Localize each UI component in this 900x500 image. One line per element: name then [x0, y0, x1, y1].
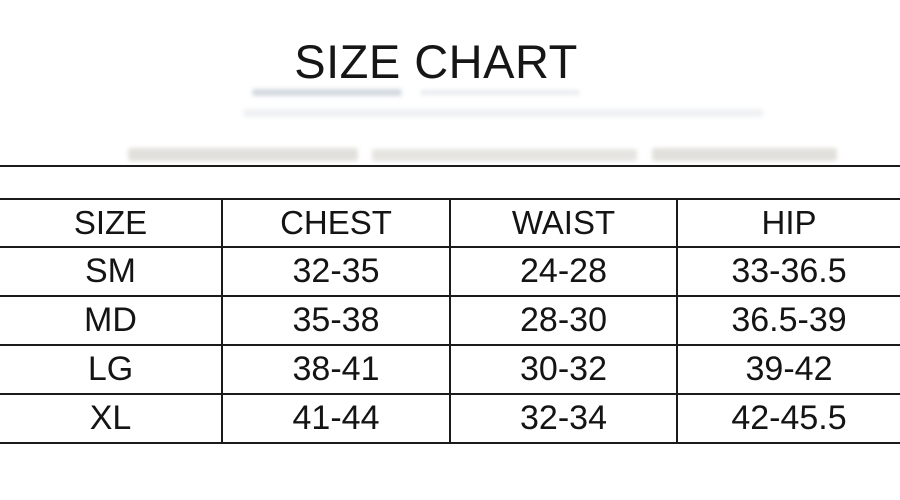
column-header-size: SIZE: [0, 199, 222, 248]
cell-chest-value: 35-38: [221, 296, 450, 346]
column-header-chest: CHEST: [221, 199, 450, 248]
cell-chest-value: 38-41: [221, 345, 450, 395]
table-row-sm: SM 32-35 24-28 33-36.5: [0, 247, 900, 297]
cell-waist-value: 24-28: [449, 247, 677, 297]
cell-chest-value: 32-35: [221, 247, 450, 297]
cell-hip-value: 39-42: [676, 345, 900, 395]
cell-hip-value: 42-45.5: [676, 394, 900, 444]
cell-waist-value: 32-34: [449, 394, 677, 444]
cell-hip-value: 33-36.5: [676, 247, 900, 297]
faded-text-artifact: [372, 149, 637, 161]
faded-text-artifact: [652, 148, 837, 161]
size-chart-table: SIZE CHEST WAIST HIP SM 32-35 24-28 33-3…: [0, 198, 900, 444]
cell-size-label: MD: [0, 296, 222, 346]
cell-waist-value: 28-30: [449, 296, 677, 346]
column-header-hip: HIP: [676, 199, 900, 248]
table-row-md: MD 35-38 28-30 36.5-39: [0, 296, 900, 346]
table-row-lg: LG 38-41 30-32 39-42: [0, 345, 900, 395]
page-title: SIZE CHART: [294, 35, 578, 88]
cell-hip-value: 36.5-39: [676, 296, 900, 346]
table-header-row: SIZE CHEST WAIST HIP: [0, 199, 900, 248]
horizontal-divider: [0, 165, 900, 167]
column-header-waist: WAIST: [449, 199, 677, 248]
faded-text-artifact: [252, 89, 402, 96]
cell-size-label: LG: [0, 345, 222, 395]
faded-text-artifact: [128, 148, 358, 161]
table-row-xl: XL 41-44 32-34 42-45.5: [0, 394, 900, 444]
faded-text-artifact: [420, 90, 580, 95]
cell-size-label: XL: [0, 394, 222, 444]
cell-waist-value: 30-32: [449, 345, 677, 395]
cell-chest-value: 41-44: [221, 394, 450, 444]
faded-text-artifact: [243, 109, 763, 117]
cell-size-label: SM: [0, 247, 222, 297]
